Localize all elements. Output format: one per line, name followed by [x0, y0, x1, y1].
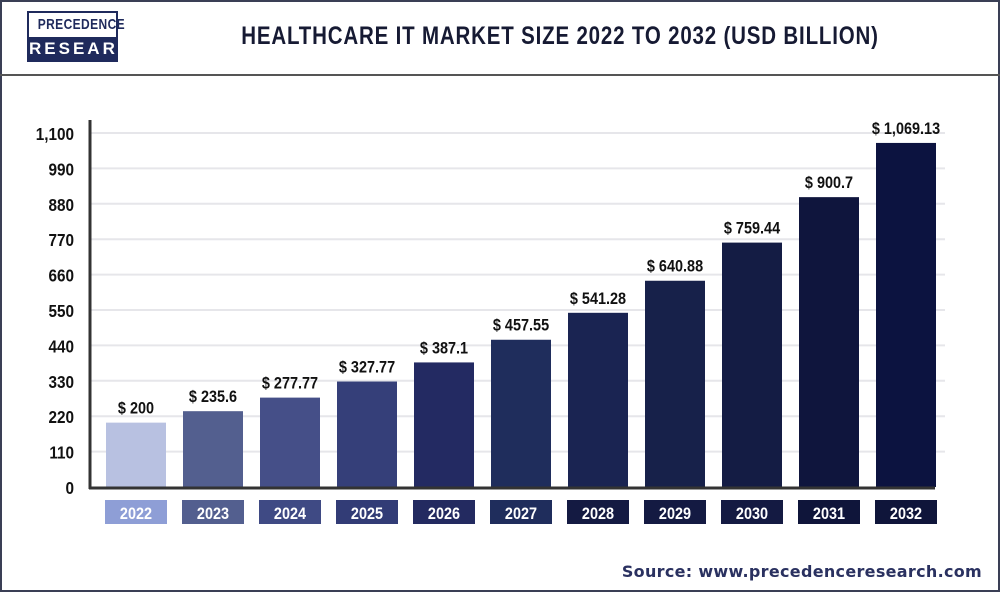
x-label-box: [644, 500, 706, 524]
x-tick-label: 2022: [120, 505, 152, 523]
bar-2030: [722, 242, 782, 487]
data-label: $ 900.7: [805, 174, 853, 192]
data-label: $ 200: [118, 400, 154, 418]
bar-2032: [876, 142, 936, 488]
x-tick-label: 2030: [736, 505, 768, 523]
y-tick-label: 770: [48, 230, 74, 250]
header: PRECEDENCE RESEARCH HEALTHCARE IT MARKET…: [0, 0, 1000, 76]
logo-line1: PRECEDENCE: [37, 13, 125, 37]
y-tick-label: 660: [48, 265, 74, 285]
y-tick-label: 1,100: [36, 124, 74, 144]
y-tick-label: 440: [48, 336, 74, 356]
x-tick-label: 2023: [197, 505, 229, 523]
bar-2027: [491, 339, 551, 487]
x-label-box: [875, 500, 937, 524]
data-label: $ 327.77: [339, 359, 395, 377]
x-tick-label: 2026: [428, 505, 460, 523]
x-label-box: [721, 500, 783, 524]
x-tick-label: 2029: [659, 505, 691, 523]
bar-2029: [645, 280, 705, 487]
data-label: $ 640.88: [647, 258, 703, 276]
bar-2028: [568, 312, 628, 487]
x-tick-label: 2025: [351, 505, 383, 523]
bar-2024: [260, 397, 320, 487]
y-tick-label: 330: [48, 372, 74, 392]
x-label-box: [105, 500, 167, 524]
x-label-box: [567, 500, 629, 524]
bar-2023: [183, 411, 243, 487]
x-tick-label: 2032: [890, 505, 922, 523]
source-text: Source: www.precedenceresearch.com: [621, 562, 982, 581]
y-tick-label: 550: [48, 301, 74, 321]
chart-title: HEALTHCARE IT MARKET SIZE 2022 TO 2032 (…: [241, 22, 879, 50]
x-label-box: [413, 500, 475, 524]
data-label: $ 1,069.13: [872, 120, 940, 138]
x-label-box: [490, 500, 552, 524]
data-label: $ 277.77: [262, 375, 318, 393]
x-label-box: [259, 500, 321, 524]
x-tick-label: 2028: [582, 505, 614, 523]
precedence-research-logo: PRECEDENCE RESEARCH: [27, 11, 145, 62]
x-tick-label: 2027: [505, 505, 537, 523]
x-tick-label: 2024: [274, 505, 306, 523]
data-label: $ 457.55: [493, 317, 549, 335]
x-label-box: [336, 500, 398, 524]
data-label: $ 759.44: [724, 220, 780, 238]
data-label: $ 387.1: [420, 339, 468, 357]
bar-2022: [106, 422, 166, 487]
y-tick-label: 990: [48, 159, 74, 179]
bar-2031: [799, 197, 859, 487]
y-tick-label: 880: [48, 195, 74, 215]
x-label-box: [798, 500, 860, 524]
data-label: $ 541.28: [570, 290, 626, 308]
y-tick-label: 110: [49, 442, 74, 462]
bar-2025: [337, 381, 397, 487]
x-label-box: [182, 500, 244, 524]
bar-2026: [414, 362, 474, 487]
data-label: $ 235.6: [189, 388, 237, 406]
x-tick-label: 2031: [813, 505, 845, 523]
y-tick-label: 220: [48, 407, 74, 427]
y-tick-label: 0: [65, 478, 74, 498]
